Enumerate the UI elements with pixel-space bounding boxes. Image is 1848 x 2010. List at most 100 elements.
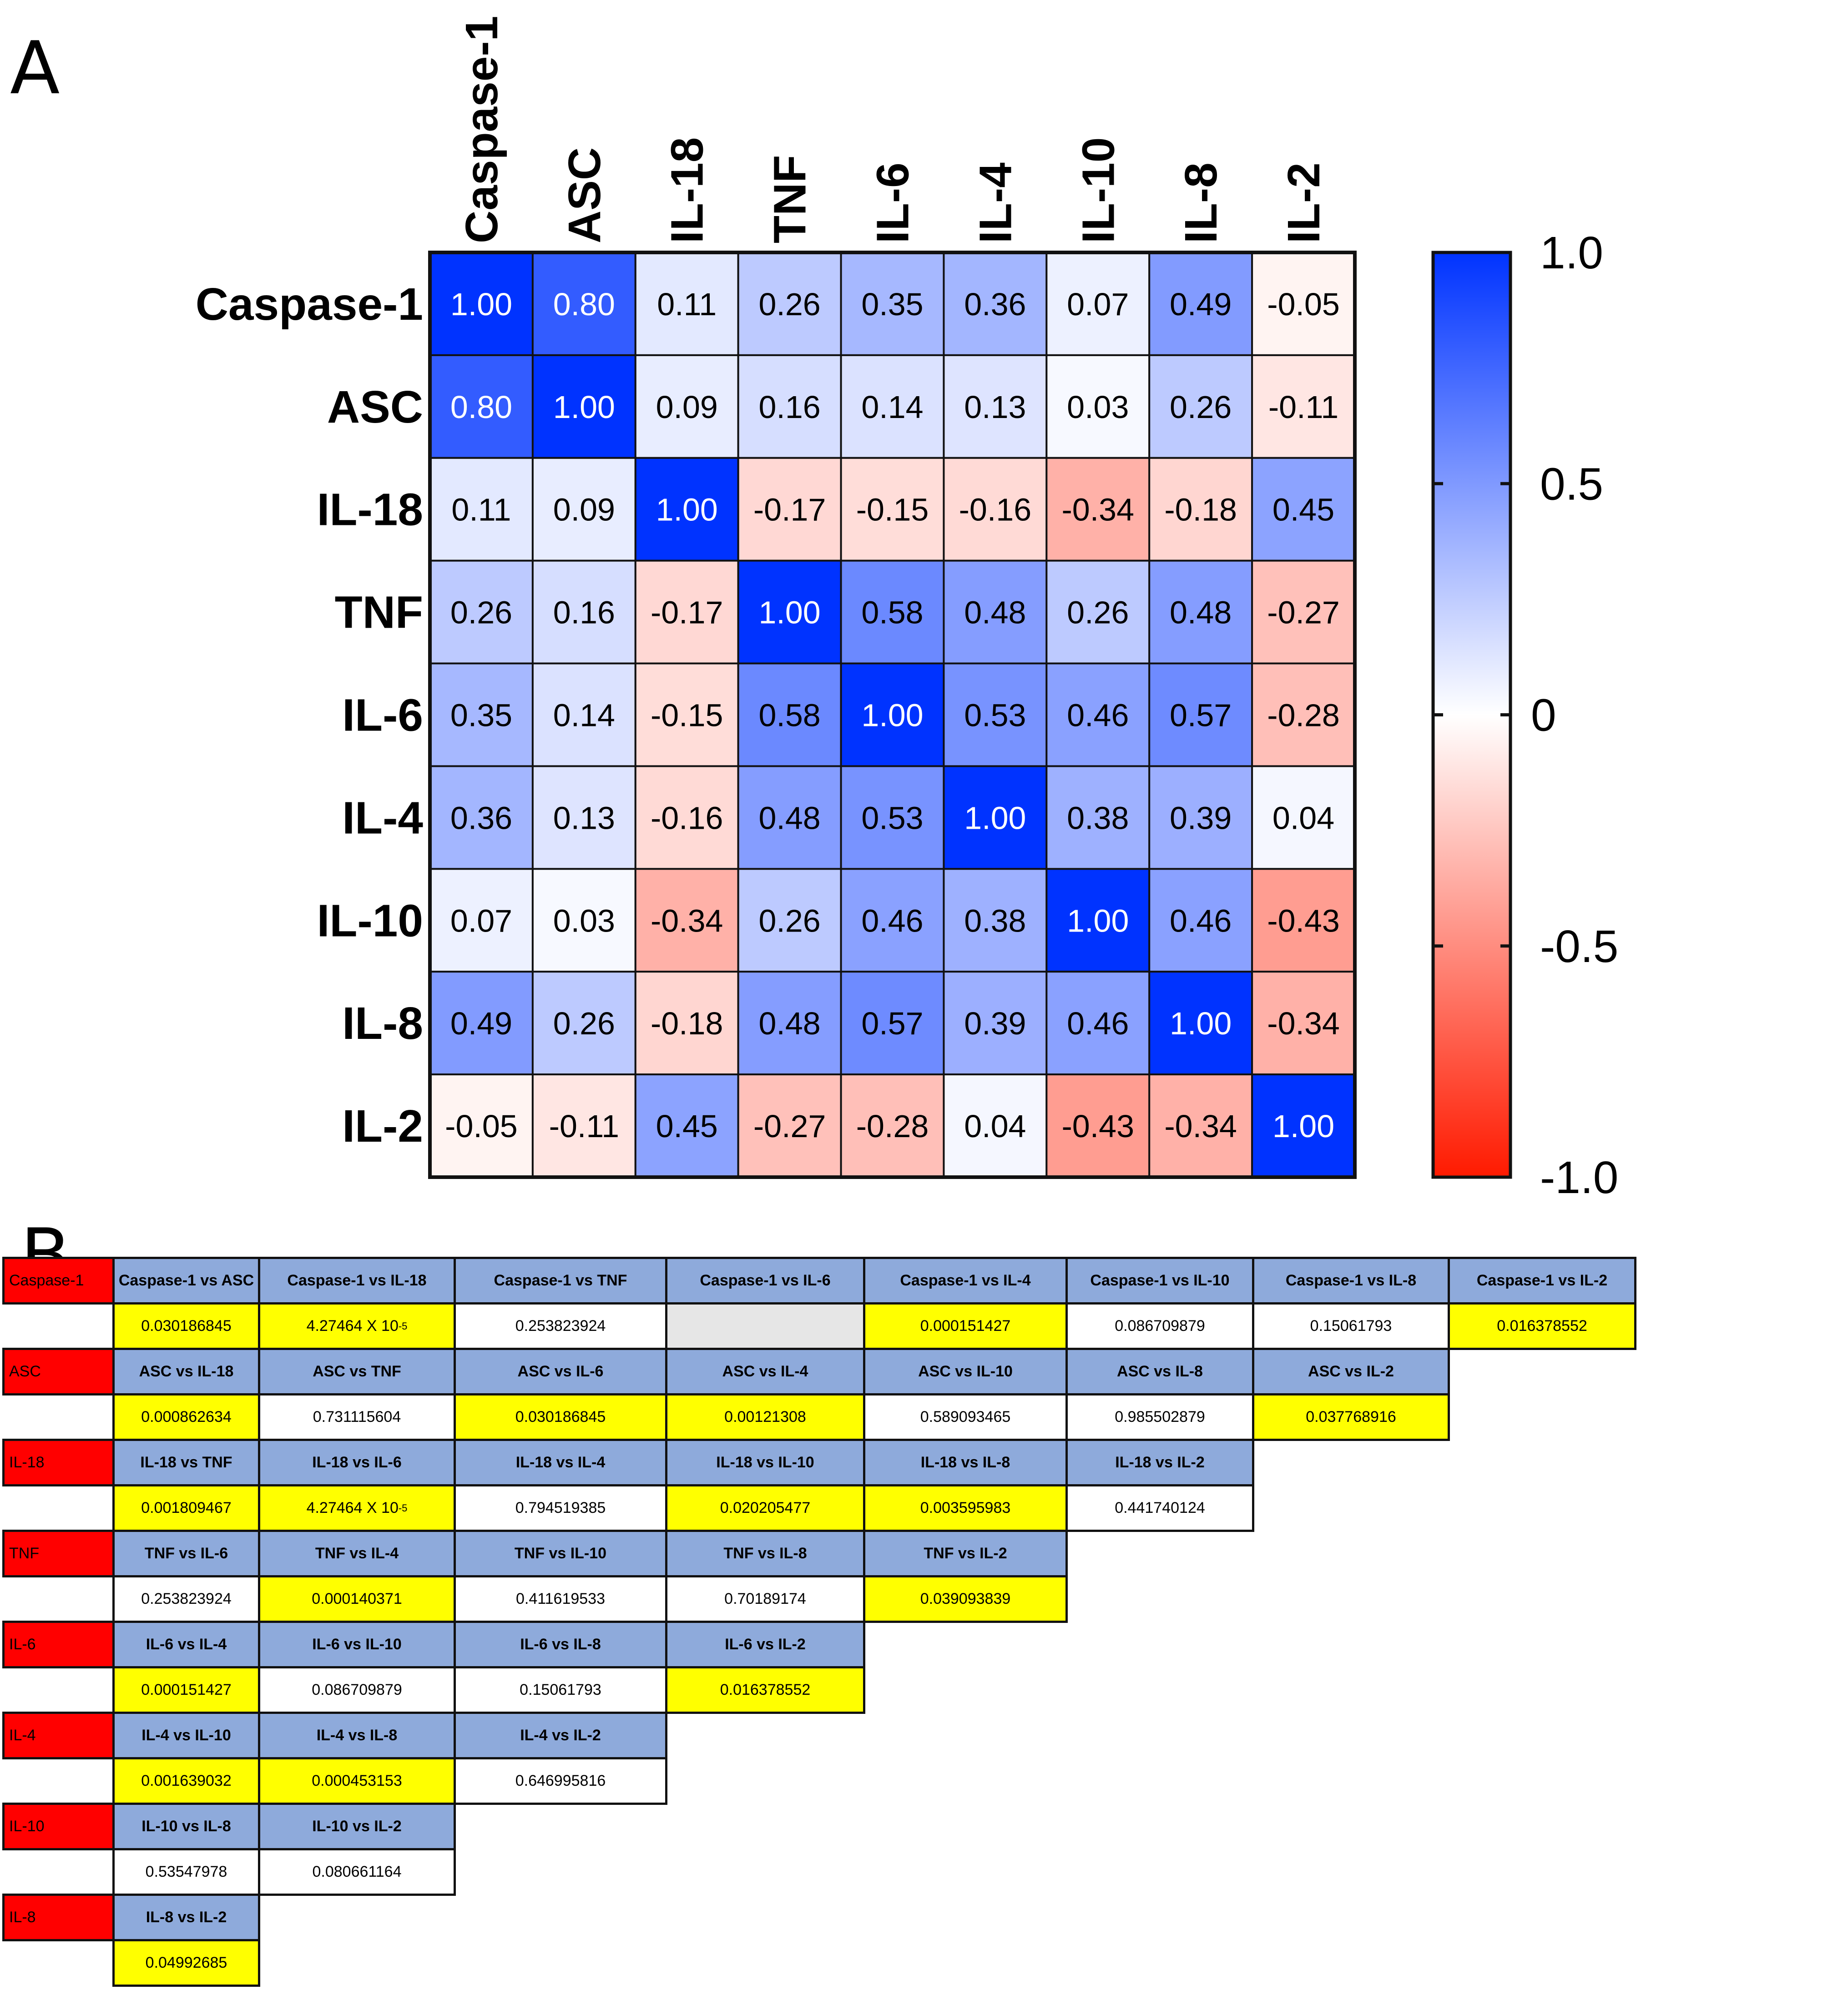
heatmap-cell-0-4 <box>840 252 945 356</box>
heatmap-cell-7-6 <box>1045 971 1151 1076</box>
pair-header: Caspase-1 vs IL-6 <box>665 1257 865 1305</box>
p-value-base: 4.27464 X 10 <box>306 1317 399 1335</box>
heatmap-cell-value-6-8: -0.43 <box>1267 903 1340 938</box>
p-value-cell: 0.086709879 <box>1065 1302 1254 1350</box>
panel-label-a: A <box>10 25 60 111</box>
heatmap-cell-value-2-5: -0.16 <box>959 492 1032 528</box>
heatmap-cell-value-7-7: 1.00 <box>1170 1006 1232 1041</box>
heatmap-cell-3-5 <box>943 559 1048 665</box>
heatmap-cell-8-1 <box>531 1073 636 1178</box>
heatmap-cell-value-0-7: 0.49 <box>1170 287 1232 322</box>
p-value-cell: 0.039093839 <box>863 1575 1068 1623</box>
heatmap-cell-value-0-1: 0.80 <box>553 287 615 322</box>
pair-header: Caspase-1 vs ASC <box>112 1257 260 1305</box>
heatmap-cell-value-1-7: 0.26 <box>1170 389 1232 425</box>
heatmap-cell-6-6 <box>1045 868 1151 973</box>
heatmap-cell-1-2 <box>634 354 739 459</box>
p-value-cell: 0.000453153 <box>258 1757 456 1805</box>
heatmap-cell-7-0 <box>429 971 534 1076</box>
heatmap-cell-value-4-1: 0.14 <box>553 698 615 733</box>
heatmap-cell-3-0 <box>429 559 534 665</box>
heatmap-cell-value-2-8: 0.45 <box>1272 492 1334 528</box>
heatmap-cell-value-3-5: 0.48 <box>964 595 1026 630</box>
heatmap-cell-value-6-4: 0.46 <box>861 903 923 938</box>
heatmap-cell-6-5 <box>943 868 1048 973</box>
heatmap-row-labels: Caspase-1 ASC IL-18 TNF IL-6 IL-4 IL-10 IL-8 IL-… <box>196 279 424 1152</box>
p-value-cell: 0.037768916 <box>1252 1393 1450 1441</box>
heatmap-cell-2-7 <box>1148 457 1253 562</box>
heatmap-column-labels: Caspase-1 ASC IL-18 TNF IL-6 IL-4 IL-10 IL-8 IL-… <box>456 16 1329 243</box>
heatmap-cell-value-1-0: 0.80 <box>450 389 512 425</box>
heatmap-cell-value-1-8: -0.11 <box>1268 389 1338 425</box>
heatmap-cell-value-5-3: 0.48 <box>758 800 820 836</box>
row-label-il-2: IL-2 <box>342 1101 423 1152</box>
correlation-heatmap: 1.00 0.80 0.11 0.26 0.35 0.36 0.07 0.49 -0.050.8… <box>196 16 1619 1201</box>
heatmap-cell-value-2-0: 0.11 <box>451 492 511 528</box>
row-label-asc: ASC <box>327 382 423 433</box>
heatmap-cell-3-4 <box>840 559 945 665</box>
p-value-cell: 0.985502879 <box>1065 1393 1254 1441</box>
heatmap-cell-value-6-6: 1.00 <box>1067 903 1129 938</box>
p-value-cell: 0.70189174 <box>665 1575 865 1623</box>
heatmap-cell-4-1 <box>531 662 636 767</box>
heatmap-cell-value-5-8: 0.04 <box>1272 800 1334 836</box>
pair-header: IL-4 vs IL-10 <box>112 1712 260 1759</box>
heatmap-cell-3-3 <box>737 559 842 665</box>
pair-header: IL-6 vs IL-8 <box>454 1621 667 1668</box>
row-label-il-6: IL-6 <box>342 690 423 741</box>
heatmap-cell-7-8 <box>1251 971 1356 1076</box>
heatmap-cell-value-1-3: 0.16 <box>758 389 820 425</box>
column-label-tnf: TNF <box>765 155 816 243</box>
heatmap-cell-value-3-3: 1.00 <box>758 595 820 630</box>
heatmap-cell-value-4-6: 0.46 <box>1067 698 1129 733</box>
heatmap-cell-7-7 <box>1148 971 1253 1076</box>
pair-header: ASC vs IL-2 <box>1252 1348 1450 1395</box>
heatmap-cell-6-7 <box>1148 868 1253 973</box>
row-label-tnf: TNF <box>335 587 423 638</box>
colorbar-tick-label-2: 0 <box>1531 690 1556 741</box>
p-value-cell: 0.411619533 <box>454 1575 667 1623</box>
pair-header: IL-18 vs IL-2 <box>1065 1439 1254 1486</box>
heatmap-cell-value-6-1: 0.03 <box>553 903 615 938</box>
heatmap-cell-5-3 <box>737 765 842 870</box>
heatmap-cell-value-3-7: 0.48 <box>1170 595 1232 630</box>
pair-header: TNF vs IL-2 <box>863 1530 1068 1577</box>
heatmap-cell-5-8 <box>1251 765 1356 870</box>
pair-header: ASC vs IL-10 <box>863 1348 1068 1395</box>
pair-header: IL-6 vs IL-4 <box>112 1621 260 1668</box>
p-value-cell: 0.731115604 <box>258 1393 456 1441</box>
colorbar: 1.0 0.5 0 -0.5 -1.0 <box>1431 227 1618 1201</box>
heatmap-cell-value-2-4: -0.15 <box>856 492 929 528</box>
pair-header: IL-10 vs IL-8 <box>112 1803 260 1850</box>
heatmap-cell-value-8-3: -0.27 <box>753 1108 826 1144</box>
heatmap-cell-value-4-4: 1.00 <box>861 698 923 733</box>
heatmap-cell-value-7-2: -0.18 <box>651 1006 723 1041</box>
pair-header: TNF vs IL-6 <box>112 1530 260 1577</box>
heatmap-cell-value-0-3: 0.26 <box>758 287 820 322</box>
pair-header: IL-8 vs IL-2 <box>112 1894 260 1941</box>
heatmap-cell-value-4-2: -0.15 <box>651 698 723 733</box>
p-value-cell: 0.53547978 <box>112 1848 260 1896</box>
heatmap-cell-value-8-8: 1.00 <box>1272 1108 1334 1144</box>
p-value-cell: 0.001639032 <box>112 1757 260 1805</box>
heatmap-cell-2-5 <box>943 457 1048 562</box>
pair-header: ASC vs IL-4 <box>665 1348 865 1395</box>
pair-header: IL-6 vs IL-2 <box>665 1621 865 1668</box>
pair-header: IL-6 vs IL-10 <box>258 1621 456 1668</box>
heatmap-cell-value-2-2: 1.00 <box>656 492 718 528</box>
pair-header: Caspase-1 vs IL-2 <box>1448 1257 1636 1305</box>
pair-header: ASC vs TNF <box>258 1348 456 1395</box>
row-label-il-10: IL-10 <box>317 895 423 946</box>
pair-header: IL-18 vs IL-8 <box>863 1439 1068 1486</box>
pair-header: IL-18 vs IL-6 <box>258 1439 456 1486</box>
heatmap-cell-value-7-6: 0.46 <box>1067 1006 1129 1041</box>
pair-header: IL-18 vs IL-4 <box>454 1439 667 1486</box>
row-label-il-4: IL-4 <box>342 792 423 843</box>
heatmap-cell-value-1-6: 0.03 <box>1067 389 1129 425</box>
heatmap-cell-value-8-1: -0.11 <box>549 1108 619 1144</box>
heatmap-cell-value-8-0: -0.05 <box>445 1108 518 1144</box>
heatmap-cell-0-7 <box>1148 252 1253 356</box>
pair-header: TNF vs IL-4 <box>258 1530 456 1577</box>
column-label-il-6: IL-6 <box>868 162 919 243</box>
row-label-il-8: IL-8 <box>342 998 423 1049</box>
